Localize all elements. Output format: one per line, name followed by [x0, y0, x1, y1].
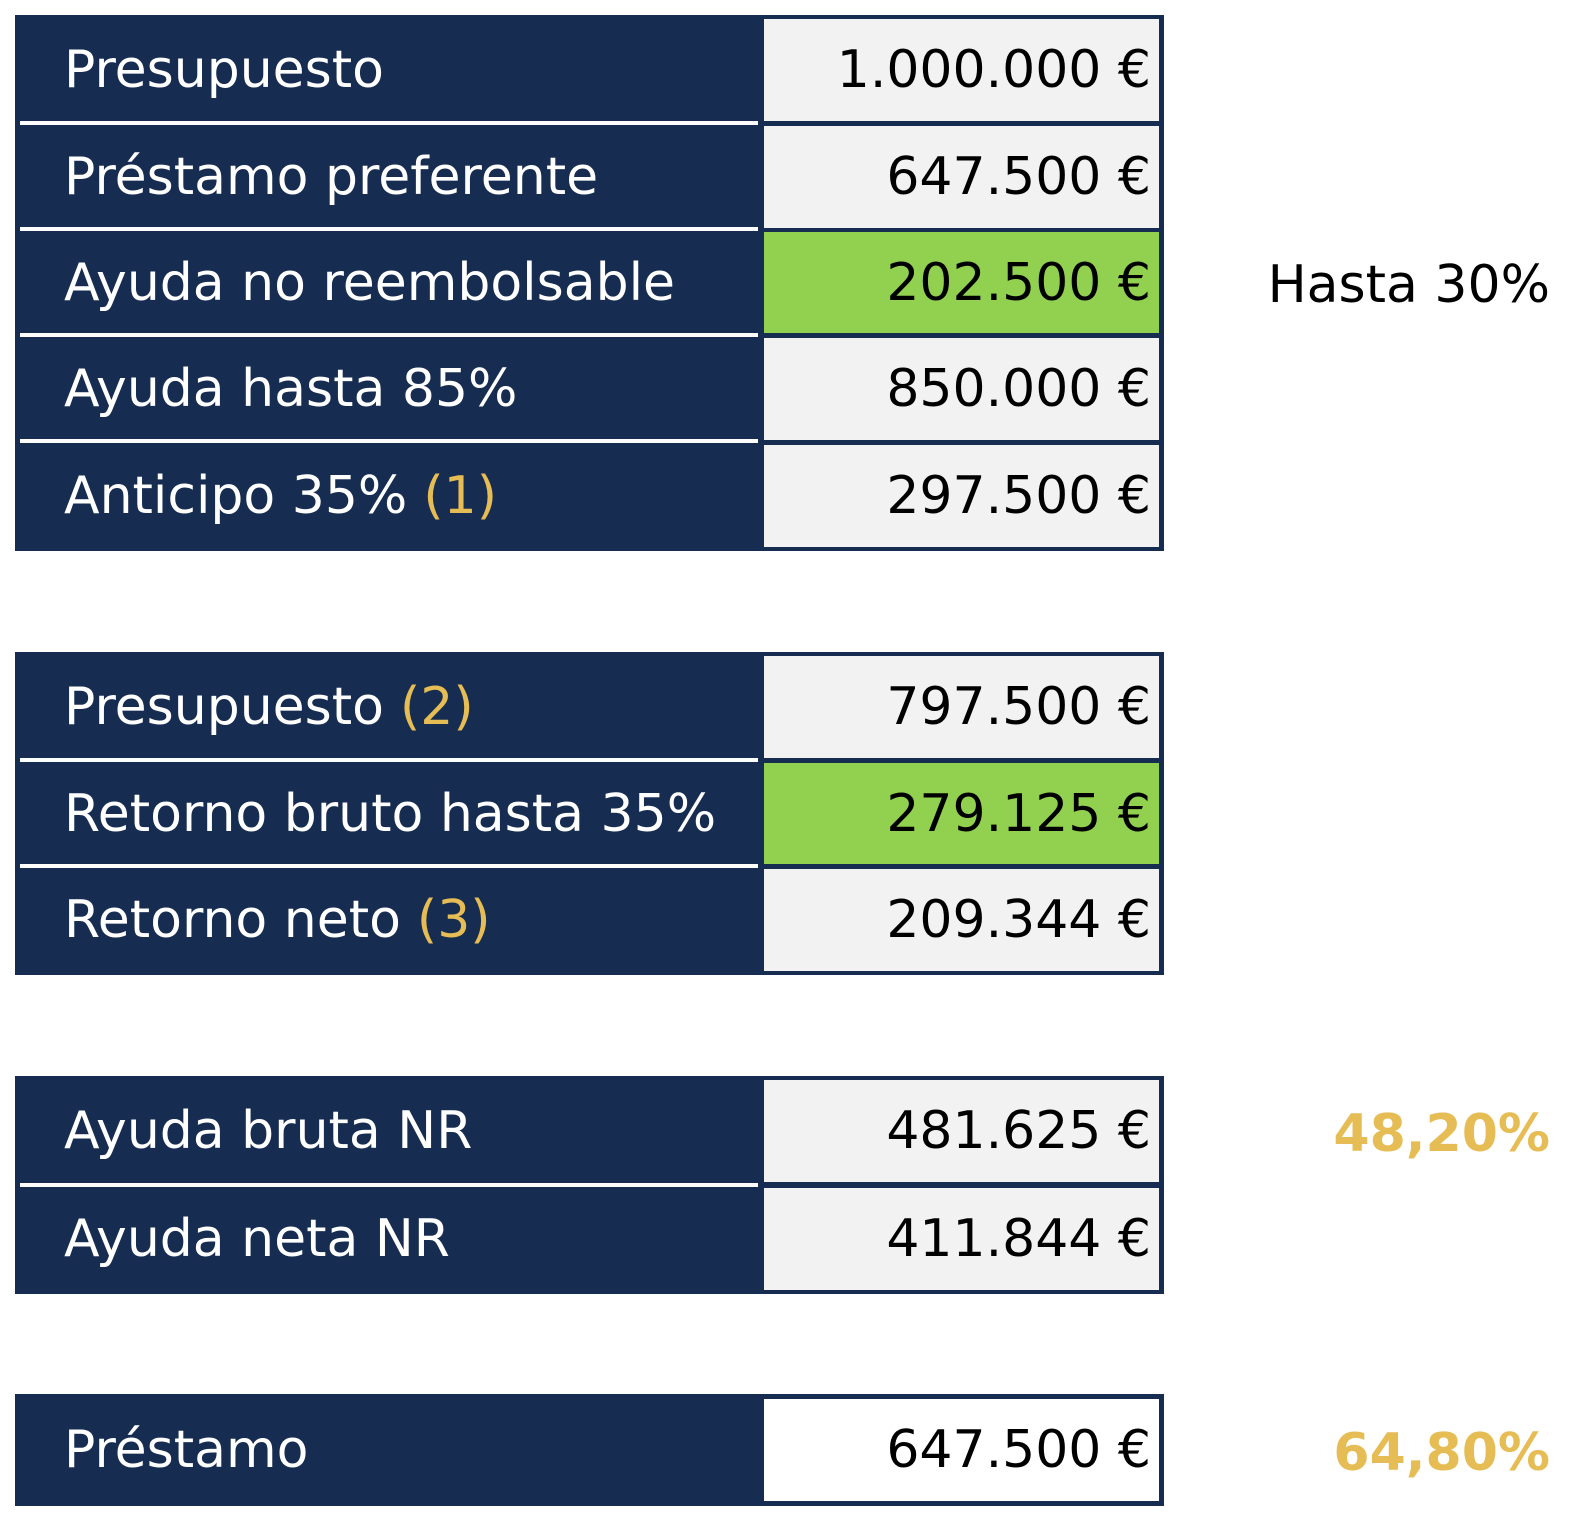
row-value: 297.500 € — [764, 445, 1159, 547]
row-label: Préstamo — [15, 1399, 758, 1501]
summary-table-budget: Presupuesto 1.000.000 € Préstamo prefere… — [15, 15, 1164, 551]
row-value-highlighted: 202.500 € — [764, 232, 1159, 333]
row-label: Retorno neto (3) — [15, 869, 758, 971]
table-row: Ayuda bruta NR 481.625 € — [15, 1080, 1164, 1182]
side-note-percentage: Hasta 30% — [1267, 255, 1550, 315]
row-label: Anticipo 35% (1) — [15, 445, 758, 547]
footnote-marker: (2) — [399, 677, 474, 737]
table-row: Retorno bruto hasta 35% 279.125 € — [15, 763, 1164, 864]
footnote-marker: (1) — [423, 466, 498, 526]
side-note-percentage: 64,80% — [1333, 1423, 1550, 1483]
row-divider — [20, 333, 758, 337]
row-divider — [20, 439, 758, 443]
row-label: Presupuesto — [15, 19, 758, 121]
row-value: 797.500 € — [764, 656, 1159, 758]
row-value: 850.000 € — [764, 338, 1159, 440]
row-divider — [20, 1183, 758, 1187]
row-value-highlighted: 279.125 € — [764, 763, 1159, 864]
row-label: Ayuda hasta 85% — [15, 338, 758, 440]
row-label: Ayuda no reembolsable — [15, 232, 758, 333]
table-row: Ayuda hasta 85% 850.000 € — [15, 338, 1164, 440]
row-value: 481.625 € — [764, 1080, 1159, 1182]
row-value: 647.500 € — [764, 1399, 1159, 1501]
row-label: Ayuda neta NR — [15, 1188, 758, 1290]
table-row: Ayuda neta NR 411.844 € — [15, 1188, 1164, 1290]
table-row: Retorno neto (3) 209.344 € — [15, 869, 1164, 971]
row-label: Ayuda bruta NR — [15, 1080, 758, 1182]
row-value: 1.000.000 € — [764, 19, 1159, 121]
table-row: Préstamo 647.500 € — [15, 1399, 1164, 1501]
table-row: Préstamo preferente 647.500 € — [15, 126, 1164, 228]
row-value: 647.500 € — [764, 126, 1159, 228]
table-row: Anticipo 35% (1) 297.500 € — [15, 445, 1164, 547]
row-divider — [20, 864, 758, 868]
footnote-marker: (3) — [416, 890, 491, 950]
row-divider — [20, 227, 758, 231]
side-note-percentage: 48,20% — [1333, 1104, 1550, 1164]
row-value: 209.344 € — [764, 869, 1159, 971]
summary-table-loan: Préstamo 647.500 € — [15, 1394, 1164, 1506]
summary-table-return: Presupuesto (2) 797.500 € Retorno bruto h… — [15, 652, 1164, 975]
row-label: Retorno bruto hasta 35% — [15, 763, 758, 864]
row-label: Préstamo preferente — [15, 126, 758, 228]
summary-table-grant: Ayuda bruta NR 481.625 € Ayuda neta NR 4… — [15, 1076, 1164, 1294]
table-row: Presupuesto 1.000.000 € — [15, 19, 1164, 121]
row-value: 411.844 € — [764, 1188, 1159, 1290]
table-row: Presupuesto (2) 797.500 € — [15, 656, 1164, 758]
row-label: Presupuesto (2) — [15, 656, 758, 758]
table-row: Ayuda no reembolsable 202.500 € — [15, 232, 1164, 333]
row-divider — [20, 758, 758, 762]
row-divider — [20, 121, 758, 125]
